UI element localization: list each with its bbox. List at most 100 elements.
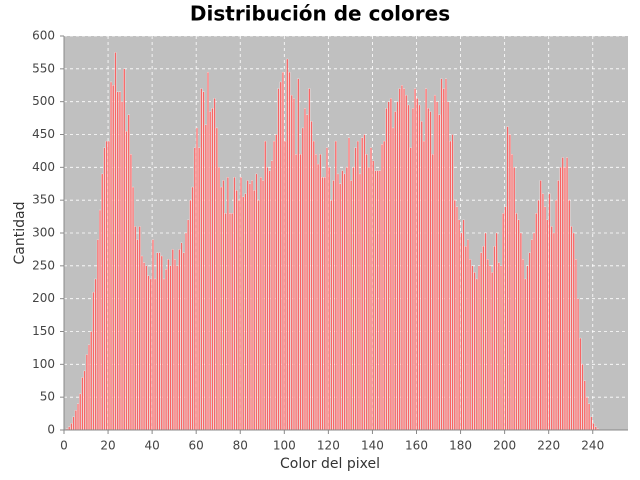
bar xyxy=(162,278,165,431)
bar xyxy=(559,167,562,431)
bar xyxy=(156,252,159,431)
x-tick-label: 180 xyxy=(449,439,472,453)
bar xyxy=(229,213,231,431)
bar xyxy=(528,252,531,431)
bar xyxy=(473,272,476,431)
bar xyxy=(110,81,113,431)
bar xyxy=(174,259,176,431)
bar xyxy=(436,101,439,431)
bar xyxy=(323,177,326,431)
x-axis-label: Color del pixel xyxy=(280,456,380,472)
bar xyxy=(326,147,328,431)
bar xyxy=(539,180,542,431)
bar xyxy=(497,262,500,431)
bar xyxy=(180,242,183,431)
bar xyxy=(400,85,403,431)
bar xyxy=(341,170,344,431)
bar xyxy=(101,173,104,431)
bar xyxy=(422,140,425,431)
bar xyxy=(535,213,538,431)
bar xyxy=(337,173,339,431)
bar xyxy=(103,147,106,431)
bar xyxy=(114,52,117,431)
bar xyxy=(74,410,77,431)
bar xyxy=(303,108,306,431)
bar xyxy=(506,126,509,431)
bar xyxy=(581,364,584,431)
bar xyxy=(185,232,187,431)
bar xyxy=(480,252,483,431)
bar xyxy=(478,265,480,431)
y-tick-label: 250 xyxy=(32,258,55,272)
bar xyxy=(365,154,368,431)
bar xyxy=(469,259,472,431)
bar xyxy=(367,167,370,431)
bar xyxy=(438,114,441,431)
bar xyxy=(495,232,498,431)
bar xyxy=(592,423,595,431)
bar xyxy=(458,219,461,431)
bar xyxy=(317,163,320,431)
bar xyxy=(129,154,132,431)
bar xyxy=(310,121,313,431)
bar xyxy=(486,259,489,431)
bar xyxy=(484,232,487,431)
bar xyxy=(151,239,154,431)
bar xyxy=(268,170,271,431)
bar xyxy=(577,298,580,431)
bar xyxy=(118,91,121,431)
bar xyxy=(158,252,161,431)
x-tick-label: 40 xyxy=(144,439,159,453)
bar xyxy=(563,167,566,431)
bar xyxy=(218,167,220,431)
bar xyxy=(231,213,234,431)
bar xyxy=(378,170,381,431)
bar xyxy=(394,111,397,431)
bar xyxy=(121,101,124,431)
bar xyxy=(72,416,75,431)
bar xyxy=(264,140,267,431)
bar xyxy=(176,265,179,431)
bar xyxy=(411,108,414,431)
y-tick-label: 500 xyxy=(32,94,55,108)
bar xyxy=(143,262,146,431)
bar xyxy=(440,78,443,431)
y-tick-label: 450 xyxy=(32,127,55,141)
bar xyxy=(207,71,209,431)
chart-title: Distribución de colores xyxy=(190,2,450,26)
bar xyxy=(579,337,582,431)
bar xyxy=(552,232,555,431)
bar xyxy=(519,232,522,431)
x-tick-label: 20 xyxy=(100,439,115,453)
bar xyxy=(277,88,280,431)
bar xyxy=(270,160,273,431)
bar xyxy=(94,278,97,431)
bar xyxy=(356,140,359,431)
bar xyxy=(381,144,384,431)
bar xyxy=(489,265,491,431)
x-tick-label: 240 xyxy=(581,439,604,453)
bar xyxy=(533,232,536,431)
x-tick-label: 140 xyxy=(361,439,384,453)
bar xyxy=(79,393,82,431)
bar xyxy=(425,88,428,431)
bar xyxy=(295,154,298,431)
bar xyxy=(429,111,432,431)
x-tick-label: 220 xyxy=(537,439,560,453)
bar xyxy=(588,403,591,431)
bar xyxy=(405,94,408,431)
bar xyxy=(200,88,203,431)
bar xyxy=(568,200,571,431)
bar xyxy=(361,137,364,431)
bar xyxy=(464,245,467,431)
bar xyxy=(389,98,392,431)
bar xyxy=(530,239,533,431)
bar xyxy=(328,167,331,431)
bar xyxy=(392,127,395,431)
bar xyxy=(196,127,198,431)
bar xyxy=(147,275,150,431)
bar xyxy=(140,255,143,431)
bar xyxy=(178,249,181,431)
bar xyxy=(334,140,337,431)
